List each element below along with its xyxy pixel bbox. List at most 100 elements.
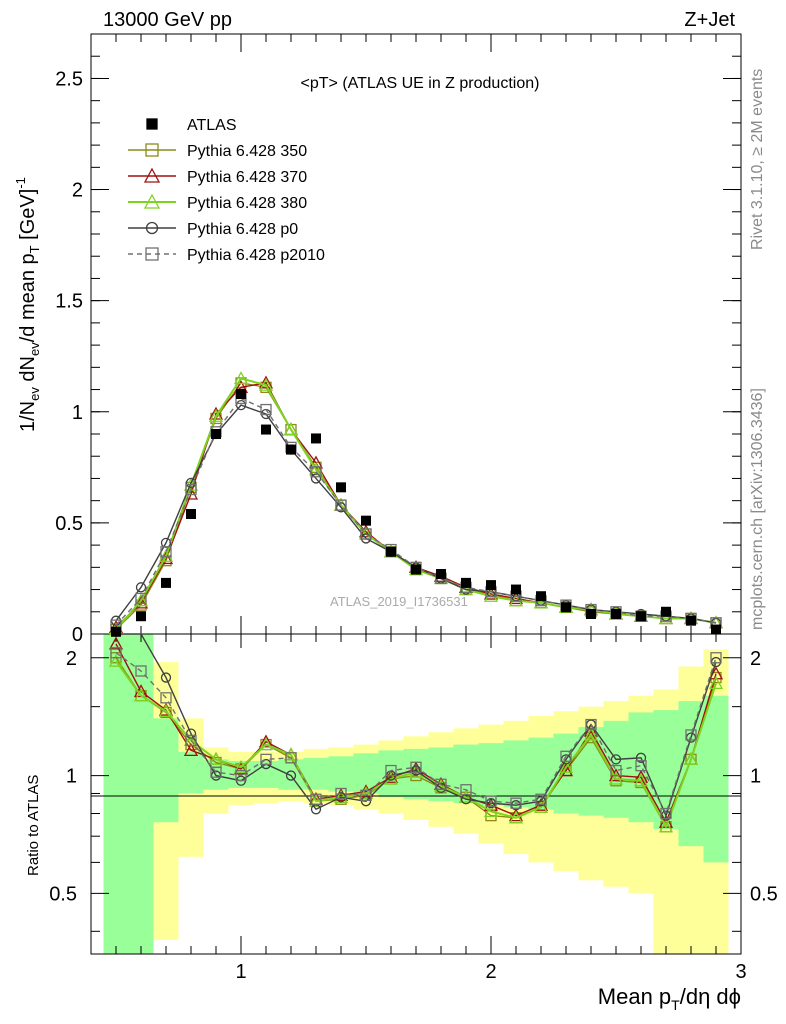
data-point [486, 580, 496, 591]
data-point [386, 546, 396, 557]
ratio-marker [335, 787, 347, 800]
mc-line [115, 377, 717, 631]
data-point [111, 626, 121, 637]
header-left: 13000 GeV pp [103, 9, 232, 31]
legend-label: Pythia 6.428 370 [187, 169, 307, 186]
green-band-bin [503, 740, 529, 808]
svg-text:1/Nev dNev/d mean pT [GeV]-1: 1/Nev dNev/d mean pT [GeV]-1 [13, 177, 42, 432]
ratio-marker [483, 797, 499, 811]
mc-marker [135, 582, 147, 593]
data-point [286, 444, 296, 455]
ratio-marker [510, 797, 522, 809]
mcplots-label: mcplots.cern.ch [arXiv:1306.3436] [749, 388, 766, 630]
legend-label: Pythia 6.428 p0 [187, 221, 298, 238]
ratio-marker [233, 761, 249, 775]
green-band-bin [153, 718, 179, 823]
data-point [161, 577, 171, 588]
ratio-tick-label-right: 0.5 [750, 883, 778, 905]
mc-marker [233, 371, 249, 385]
mc-line [115, 382, 717, 628]
ratio-marker [533, 799, 549, 813]
mc-line [115, 382, 717, 631]
ratio-marker [508, 808, 524, 822]
ratio-marker [610, 754, 622, 765]
mc-marker [185, 483, 197, 496]
ratio-marker [360, 789, 372, 802]
data-point [311, 433, 321, 444]
ratio-marker [108, 653, 124, 667]
green-band-bin [678, 701, 704, 847]
ratio-marker [360, 796, 372, 807]
y-tick-label: 1.5 [55, 291, 83, 313]
ratio-marker [633, 773, 649, 787]
ratio-marker [108, 636, 124, 650]
ratio-marker [635, 760, 647, 772]
mc-marker [133, 593, 149, 607]
legend-label: Pythia 6.428 350 [187, 143, 307, 160]
y-tick-label: 0 [72, 624, 83, 646]
mc-marker [135, 592, 147, 605]
mc-marker [160, 546, 172, 558]
ratio-marker [158, 703, 174, 717]
ratio-tick-label-left: 1 [66, 766, 77, 788]
y-axis-label-main: 1/Nev dNev/d mean pT [GeV]-1 [13, 177, 42, 432]
green-band-bin [703, 695, 729, 863]
ratio-tick-label-left: 2 [66, 648, 77, 670]
data-point [361, 515, 371, 526]
mc-line [115, 397, 717, 626]
ratio-marker [135, 665, 147, 677]
data-point [636, 611, 646, 622]
uncertainty-bands [103, 634, 729, 954]
legend-marker [145, 247, 159, 261]
data-point [261, 424, 271, 435]
mc-marker [283, 422, 299, 436]
y-axis-label-ratio: Ratio to ATLAS [25, 775, 42, 876]
mc-marker [360, 528, 372, 540]
ratio-marker [183, 742, 199, 756]
legend-marker [145, 143, 159, 157]
legend-label: Pythia 6.428 p2010 [187, 247, 325, 264]
y-tick-label: 2.5 [55, 68, 83, 90]
header-right: Z+Jet [684, 9, 735, 31]
ratio-marker [260, 753, 272, 766]
mc-line [115, 404, 717, 624]
ratio-marker [483, 804, 499, 818]
ratio-marker [560, 750, 572, 762]
ratio-marker [708, 676, 724, 690]
analysis-watermark: ATLAS_2019_I1736531 [330, 594, 468, 609]
legend-item: Pythia 6.428 p0 [128, 221, 298, 238]
data-point [686, 615, 696, 626]
legend-label: ATLAS [187, 117, 237, 134]
ratio-marker [558, 763, 574, 777]
data-point [211, 429, 221, 439]
ratio-marker [235, 769, 247, 782]
legend-marker [145, 221, 159, 235]
mc-marker [185, 477, 197, 489]
legend-item: ATLAS [146, 117, 237, 134]
x-tick-label: 1 [235, 961, 246, 983]
data-point [661, 606, 671, 617]
ratio-marker [710, 652, 722, 664]
svg-text:Mean pT/dη dϕ: Mean pT/dη dϕ [598, 984, 741, 1013]
data-point [136, 611, 146, 622]
legend-marker [143, 167, 161, 183]
plot-title: <pT> (ATLAS UE in Z production) [301, 75, 540, 92]
ratio-marker [258, 734, 274, 748]
ratio-marker [310, 793, 322, 805]
x-axis-label: Mean pT/dη dϕ [598, 984, 741, 1013]
data-point [536, 591, 546, 602]
mc-marker [260, 403, 272, 416]
ratio-marker [133, 688, 149, 702]
green-band-bin [528, 737, 554, 810]
ratio-marker [185, 734, 197, 747]
y-tick-label: 0.5 [55, 513, 83, 535]
axis-ticks: 1 2 3 0 0.5 1 1.5 2 2.5 0.5 0.5 1 1 2 2 [49, 34, 778, 983]
ratio-line [116, 633, 717, 818]
ratio-marker [485, 795, 497, 807]
mc-marker [258, 375, 274, 389]
rivet-label: Rivet 3.1.10, ≥ 2M events [749, 69, 766, 250]
ratio-marker [458, 789, 474, 803]
legend-item: Pythia 6.428 380 [128, 193, 307, 212]
ratio-marker [160, 692, 172, 704]
mc-marker [310, 473, 322, 484]
